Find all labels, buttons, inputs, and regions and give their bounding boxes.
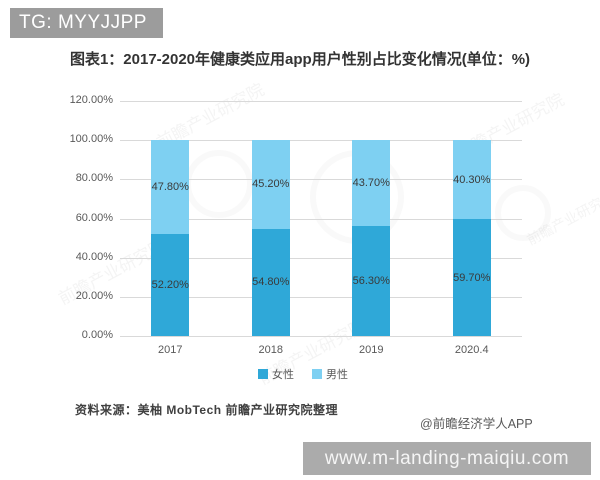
legend: 女性 男性 <box>102 366 504 382</box>
y-axis-tick-label: 20.00% <box>75 289 113 302</box>
y-axis-tick-label: 80.00% <box>75 172 113 185</box>
tg-watermark-badge: TG: MYYJJPP <box>10 8 163 38</box>
gridline <box>120 296 522 298</box>
gridline <box>120 101 522 102</box>
gridline <box>120 179 522 181</box>
legend-swatch-male <box>312 369 322 379</box>
plot-area: 52.20% 47.80% 54.80% 45.20% 56.30% 43.70% 59.7… <box>120 101 522 337</box>
bar-segment-female: 56.30% <box>352 225 391 336</box>
gridline <box>120 140 522 142</box>
bar-segment-male: 43.70% <box>352 140 391 226</box>
x-axis-tick-label: 2017 <box>158 344 183 356</box>
bar-value-label: 47.80% <box>151 180 189 193</box>
gridline <box>120 257 522 259</box>
chart-title: 图表1：2017-2020年健康类应用app用户性别占比变化情况(单位：%) <box>69 51 531 68</box>
legend-label-female: 女性 <box>272 369 294 381</box>
watermark-text: 前瞻产业研究院 <box>523 187 600 249</box>
bar-value-label: 45.20% <box>252 178 290 191</box>
bar-segment-female: 59.70% <box>452 219 491 336</box>
legend-swatch-female <box>258 369 268 379</box>
bar-value-label: 54.80% <box>252 276 290 289</box>
bar-segment-female: 54.80% <box>251 228 290 336</box>
source-note: 资料来源：美柚 MobTech 前瞻产业研究院整理 <box>75 403 338 417</box>
gridline <box>120 336 522 337</box>
y-axis-tick-label: 120.00% <box>69 94 113 106</box>
bar-value-label: 56.30% <box>352 274 390 287</box>
bar-value-label: 52.20% <box>151 278 189 291</box>
bar-segment-male: 47.80% <box>151 140 190 234</box>
x-axis-tick-label: 2018 <box>258 344 283 356</box>
gridline <box>120 218 522 220</box>
bar-segment-female: 52.20% <box>151 233 190 336</box>
y-axis-tick-label: 40.00% <box>75 250 113 263</box>
bar-value-label: 59.70% <box>453 271 491 284</box>
bar-value-label: 40.30% <box>453 173 491 186</box>
x-axis-tick-label: 2019 <box>359 344 384 356</box>
y-axis-tick-label: 0.00% <box>81 329 113 341</box>
credit-note: @前瞻经济学人APP <box>420 417 533 431</box>
url-watermark-bar: www.m-landing-maiqiu.com <box>303 442 591 475</box>
legend-item-female: 女性 <box>258 366 294 382</box>
legend-item-male: 男性 <box>312 366 348 382</box>
legend-label-male: 男性 <box>326 369 348 381</box>
x-axis-tick-label: 2020.4 <box>454 344 489 356</box>
y-axis-tick-label: 100.00% <box>69 133 113 146</box>
bar-segment-male: 40.30% <box>452 140 491 220</box>
bar-value-label: 43.70% <box>352 176 390 189</box>
bar-segment-male: 45.20% <box>251 140 290 229</box>
y-axis-tick-label: 60.00% <box>75 211 113 224</box>
